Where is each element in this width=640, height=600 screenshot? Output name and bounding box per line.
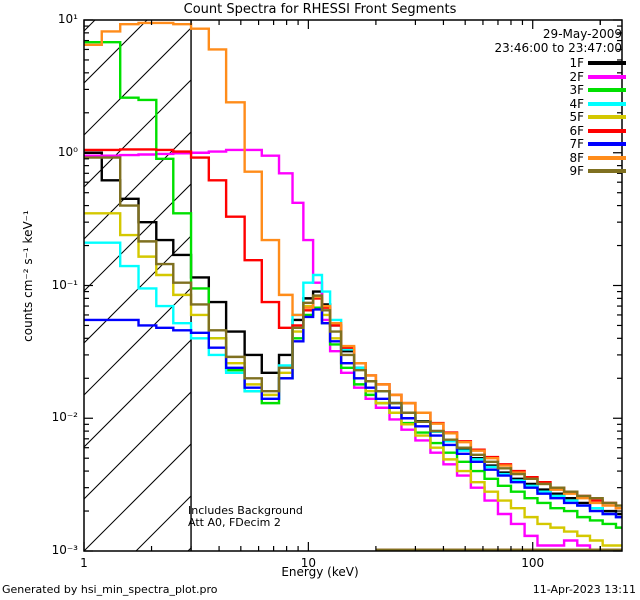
legend-item-2f[interactable]: 2F [520, 69, 640, 84]
annotation-includes-background: Includes Background [188, 504, 303, 517]
footer-generator: Generated by hsi_min_spectra_plot.pro [2, 583, 218, 596]
y-tick-label: 10⁻¹ [51, 277, 78, 292]
legend-label: 7F [569, 137, 584, 151]
legend-label: 8F [569, 150, 584, 165]
legend-label: 1F [569, 56, 584, 70]
series-line-7f [84, 308, 622, 519]
legend-item-1f[interactable]: 1F [520, 56, 640, 70]
legend-label: 4F [569, 96, 584, 111]
series-line-1f [84, 151, 622, 516]
legend-label: 2F [569, 69, 584, 84]
series-group [84, 21, 622, 551]
legend-swatch [588, 169, 626, 173]
legend-label: 6F [569, 123, 584, 138]
legend-swatch [588, 61, 626, 65]
legend-item-3f[interactable]: 3F [520, 83, 640, 97]
annotation-attenuator-state: Att A0, FDecim 2 [188, 516, 281, 529]
y-tick-label: 10⁰ [57, 144, 78, 159]
legend-swatch [588, 128, 626, 133]
legend-item-8f[interactable]: 8F [520, 150, 640, 165]
legend-label: 5F [569, 110, 584, 124]
observation-time-range: 23:46:00 to 23:47:00 [494, 41, 622, 55]
y-tick-label: 10¹ [57, 12, 78, 26]
legend-swatch [588, 74, 626, 79]
legend-item-6f[interactable]: 6F [520, 123, 640, 138]
hatch-line [84, 27, 192, 136]
legend-swatch [588, 88, 626, 92]
x-tick-label: 1 [80, 556, 88, 570]
x-tick-label: 100 [521, 556, 545, 570]
legend-label: 9F [569, 164, 584, 178]
legend-swatch [588, 155, 626, 160]
x-tick-label: 10 [300, 556, 316, 570]
footer-timestamp: 11-Apr-2023 13:11 [532, 583, 636, 596]
series-line-4f [84, 241, 622, 519]
y-tick-label: 10⁻³ [51, 543, 78, 557]
legend-label: 3F [569, 83, 584, 97]
y-tick-label: 10⁻² [51, 410, 78, 425]
legend-swatch [588, 101, 626, 106]
legend-swatch [588, 115, 626, 119]
observation-date: 29-May-2009 [542, 27, 622, 41]
series-line-2f [84, 148, 622, 551]
hatch-line [84, 79, 192, 188]
legend-item-9f[interactable]: 9F [520, 164, 640, 178]
x-axis-label: Energy (keV) [281, 565, 359, 579]
hatch-line [84, 235, 192, 344]
page-title: Count Spectra for RHESSI Front Segments [183, 2, 457, 17]
hatch-line [84, 391, 192, 500]
legend-swatch [588, 142, 626, 146]
series-line-9f [84, 156, 622, 507]
legend-item-5f[interactable]: 5F [520, 110, 640, 124]
legend-item-4f[interactable]: 4F [520, 96, 640, 111]
legend-item-7f[interactable]: 7F [520, 137, 640, 151]
hatch-line [84, 443, 192, 551]
